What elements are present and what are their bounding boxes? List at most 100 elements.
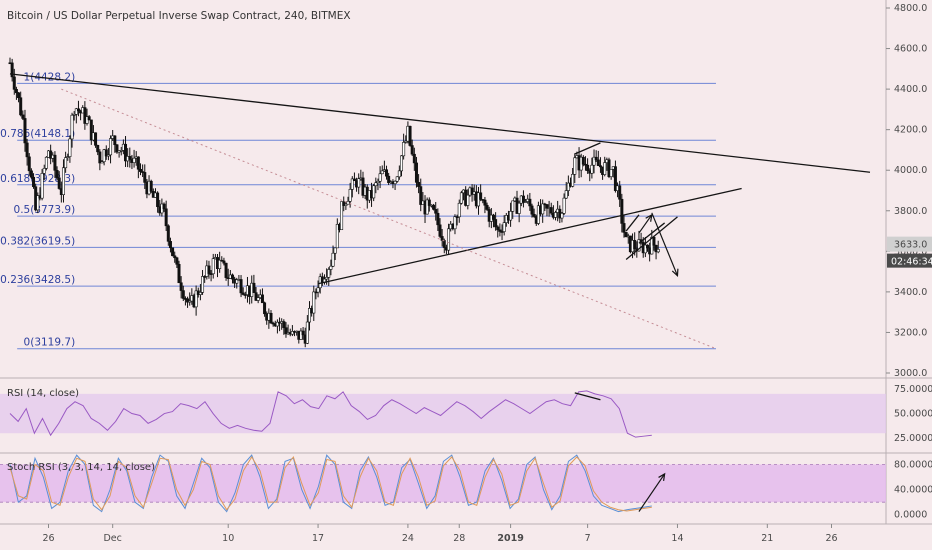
candle-body: [128, 156, 132, 160]
candle-body: [613, 166, 617, 191]
candle-body: [260, 294, 264, 304]
candle-body: [536, 205, 540, 224]
price-tick-label: 3000.0: [894, 368, 927, 379]
candle-body: [427, 199, 431, 206]
candle-body: [517, 202, 521, 214]
price-tick-label: 3800.0: [894, 206, 927, 217]
candle-body: [521, 195, 525, 203]
rsi-tick-label: 75.0000: [894, 384, 932, 395]
candle-body: [498, 229, 502, 232]
candle-body: [301, 330, 305, 336]
candle-body: [119, 150, 123, 152]
stoch-arrow-head: [658, 472, 666, 481]
candle-body: [164, 208, 168, 227]
time-tick-label: 21: [761, 533, 773, 544]
candle-body: [23, 118, 27, 144]
fib-level-label: 0.382(3619.5): [0, 235, 75, 247]
candle-body: [573, 157, 577, 175]
candle-body: [94, 132, 98, 146]
candle-body: [453, 216, 457, 230]
candle-body: [502, 222, 506, 232]
fib-level-label: 1(4428.2): [24, 71, 76, 83]
candle-body: [344, 203, 348, 206]
time-tick-label: 24: [402, 533, 414, 544]
candle-body: [263, 302, 267, 315]
candle-body: [175, 257, 179, 265]
candle-body: [42, 168, 46, 174]
candle-body: [143, 172, 147, 183]
candle-body: [410, 145, 414, 155]
candle-body: [425, 199, 429, 215]
candle-body: [171, 247, 175, 257]
candle-body: [177, 264, 181, 284]
candle-body: [571, 173, 575, 187]
candle-body: [168, 241, 172, 249]
candle-body: [357, 178, 361, 188]
candle-body: [239, 279, 243, 294]
candle-body: [72, 114, 76, 116]
time-tick-label: 26: [825, 533, 837, 544]
stoch-rsi-title: Stoch RSI (3, 3, 14, 14, close): [7, 462, 155, 473]
candle-body: [397, 170, 401, 178]
candle-body: [188, 300, 192, 303]
candle-body: [308, 308, 312, 323]
candle-body: [607, 159, 611, 177]
last-price-bg: [887, 236, 932, 252]
candle-body: [17, 92, 21, 99]
chart-title: Bitcoin / US Dollar Perpetual Inverse Sw…: [7, 10, 351, 22]
candle-body: [350, 178, 354, 190]
candle-body: [36, 195, 40, 211]
fib-level-label: 0.5(3773.9): [14, 204, 76, 216]
candle-body: [106, 154, 110, 157]
candle-body: [545, 204, 549, 209]
candle-body: [408, 125, 412, 146]
candle-body: [528, 198, 532, 207]
candle-body: [466, 194, 470, 206]
candle-body: [592, 156, 596, 166]
candle-body: [643, 244, 647, 254]
candle-body: [138, 168, 142, 172]
rsi-trendline: [574, 392, 601, 401]
candle-body: [457, 202, 461, 218]
candle-body: [361, 177, 365, 196]
candle-body: [284, 327, 288, 335]
candle-body: [290, 331, 294, 335]
candle-body: [96, 145, 100, 153]
candle-body: [331, 252, 335, 267]
fib-level-label: 0(3119.7): [24, 337, 76, 349]
candle-body: [402, 142, 406, 157]
up-arrow: [638, 214, 653, 234]
trendline-descending-resistance: [9, 73, 871, 173]
trendline-wedge-top: [574, 142, 601, 155]
candle-body: [620, 198, 624, 224]
candle-body: [494, 219, 498, 228]
candle-body: [173, 255, 177, 259]
candle-body: [12, 76, 16, 90]
candle-body: [115, 144, 119, 153]
candle-body: [269, 312, 273, 324]
price-tick-label: 3200.0: [894, 327, 927, 338]
rsi-title: RSI (14, close): [7, 388, 80, 399]
candle-body: [61, 167, 65, 195]
time-tick-label: 2019: [497, 533, 523, 544]
candle-body: [511, 200, 515, 212]
candle-body: [622, 223, 626, 233]
candle-body: [32, 176, 36, 188]
candle-body: [442, 240, 446, 248]
candle-body: [333, 247, 337, 254]
candle-body: [342, 201, 346, 206]
candle-body: [256, 297, 260, 301]
candle-body: [10, 62, 14, 78]
candle-body: [380, 170, 384, 175]
fib-level-label: 0.236(3428.5): [0, 274, 75, 286]
candle-body: [64, 157, 68, 169]
candle-body: [414, 162, 418, 183]
candle-body: [98, 151, 102, 164]
candle-body: [70, 114, 74, 140]
candle-body: [21, 114, 25, 119]
candle-body: [609, 169, 613, 177]
rsi-line: [9, 390, 652, 438]
candle-body: [55, 169, 59, 179]
